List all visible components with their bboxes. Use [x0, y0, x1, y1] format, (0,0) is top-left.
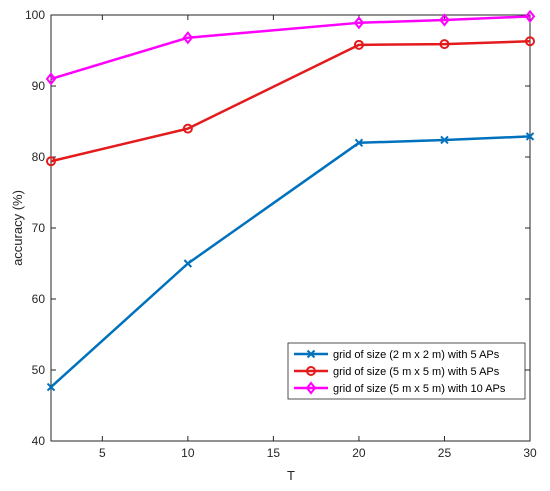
- y-tick-label: 60: [32, 292, 46, 306]
- data-point: [46, 156, 56, 167]
- series-2: [46, 36, 535, 167]
- y-axis-label: accuracy (%): [10, 190, 25, 266]
- x-marker: [306, 349, 316, 359]
- x-marker: [525, 132, 535, 141]
- plot-area: 40 50 60 70 80 90 100 5 10 15 20 25 30: [25, 8, 537, 460]
- legend-label: grid of size (5 m x 5 m) with 10 APs: [333, 383, 506, 395]
- data-point: [524, 9, 536, 24]
- data-point: [353, 39, 364, 50]
- x-tick-label: 30: [523, 446, 537, 460]
- data-point: [45, 72, 57, 86]
- x-marker: [440, 135, 449, 145]
- x-tick-label: 25: [438, 446, 452, 460]
- y-tick-label: 50: [32, 363, 46, 377]
- diamond-marker: [305, 381, 317, 395]
- y-tick-label: 70: [32, 221, 46, 235]
- data-point: [182, 31, 194, 45]
- data-point: [46, 382, 56, 392]
- x-tick-label: 5: [99, 446, 106, 460]
- y-tick-label: 90: [32, 79, 46, 93]
- data-point: [525, 132, 535, 141]
- circle-marker: [439, 39, 450, 50]
- diamond-marker: [45, 72, 57, 86]
- y-tick-label: 80: [32, 150, 46, 164]
- data-point: [182, 123, 193, 134]
- x-axis-label: T: [287, 468, 295, 483]
- data-point: [354, 138, 364, 148]
- circle-marker: [525, 36, 535, 47]
- circle-marker: [182, 123, 193, 134]
- x-marker: [46, 382, 56, 392]
- data-point: [183, 259, 193, 268]
- legend-entry: grid of size (2 m x 2 m) with 5 APs: [294, 349, 500, 361]
- legend: grid of size (2 m x 2 m) with 5 APs grid …: [287, 342, 526, 400]
- x-marker: [354, 138, 364, 148]
- diamond-marker: [353, 16, 365, 30]
- data-point: [353, 16, 365, 30]
- data-point: [439, 39, 450, 50]
- series-line: [50, 40, 531, 163]
- series-line: [50, 15, 531, 81]
- x-tick-label: 10: [181, 446, 195, 460]
- circle-marker: [306, 366, 316, 376]
- x-tick-label: 15: [267, 446, 281, 460]
- data-point: [439, 13, 450, 27]
- series-1: [46, 132, 535, 392]
- y-tick-label: 40: [32, 434, 46, 448]
- data-point: [525, 36, 535, 47]
- legend-entry: grid of size (5 m x 5 m) with 10 APs: [294, 381, 506, 395]
- x-marker: [183, 259, 193, 268]
- data-point: [440, 135, 449, 145]
- diamond-marker: [439, 13, 450, 27]
- legend-entry: grid of size (5 m x 5 m) with 5 APs: [294, 366, 500, 378]
- diamond-marker: [182, 31, 194, 45]
- circle-marker: [353, 39, 364, 50]
- legend-label: grid of size (5 m x 5 m) with 5 APs: [333, 366, 500, 378]
- legend-label: grid of size (2 m x 2 m) with 5 APs: [333, 349, 500, 361]
- x-tick-label: 20: [352, 446, 366, 460]
- diamond-marker: [524, 9, 536, 24]
- series-3: [45, 9, 536, 86]
- y-tick-label: 100: [25, 8, 45, 22]
- circle-marker: [46, 156, 56, 167]
